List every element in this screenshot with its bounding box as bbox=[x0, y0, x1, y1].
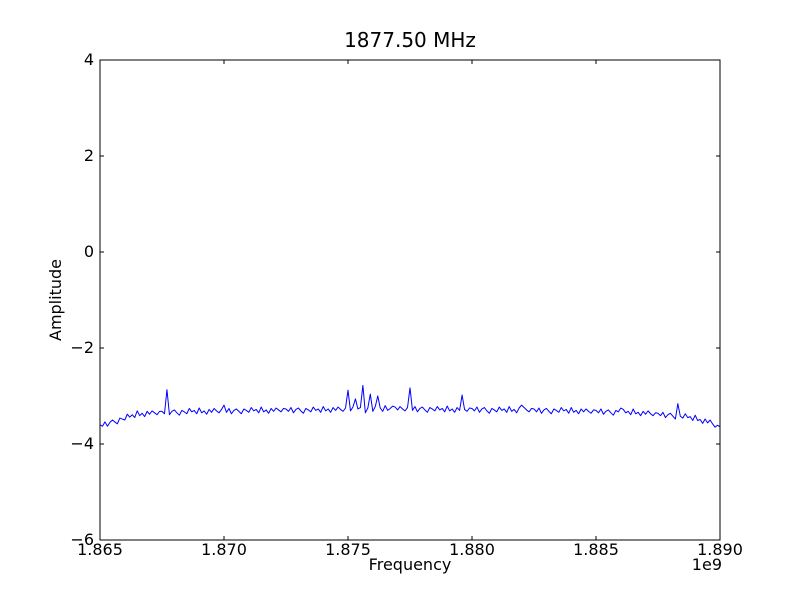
y-tick-label: −4 bbox=[70, 434, 94, 453]
y-tick-label: −2 bbox=[70, 338, 94, 357]
x-tick-label: 1.875 bbox=[325, 540, 371, 559]
x-tick-label: 1.885 bbox=[573, 540, 619, 559]
x-axis-label: Frequency bbox=[368, 555, 452, 574]
x-tick-label: 1.880 bbox=[449, 540, 495, 559]
x-axis-offset-label: 1e9 bbox=[691, 555, 722, 574]
axes-background bbox=[100, 60, 720, 540]
y-axis-label: Amplitude bbox=[46, 259, 65, 341]
plot-title: 1877.50 MHz bbox=[344, 28, 476, 52]
y-tick-label: 0 bbox=[83, 242, 94, 261]
y-tick-label: 4 bbox=[83, 50, 94, 69]
amplitude-trace bbox=[99, 384, 721, 428]
y-tick-label: −6 bbox=[70, 530, 94, 549]
x-tick-label: 1.870 bbox=[201, 540, 247, 559]
y-tick-label: 2 bbox=[83, 146, 94, 165]
plot-frame bbox=[99, 59, 721, 541]
x-tick-label: 1.890 bbox=[697, 540, 743, 559]
x-tick-label: 1.865 bbox=[77, 540, 123, 559]
